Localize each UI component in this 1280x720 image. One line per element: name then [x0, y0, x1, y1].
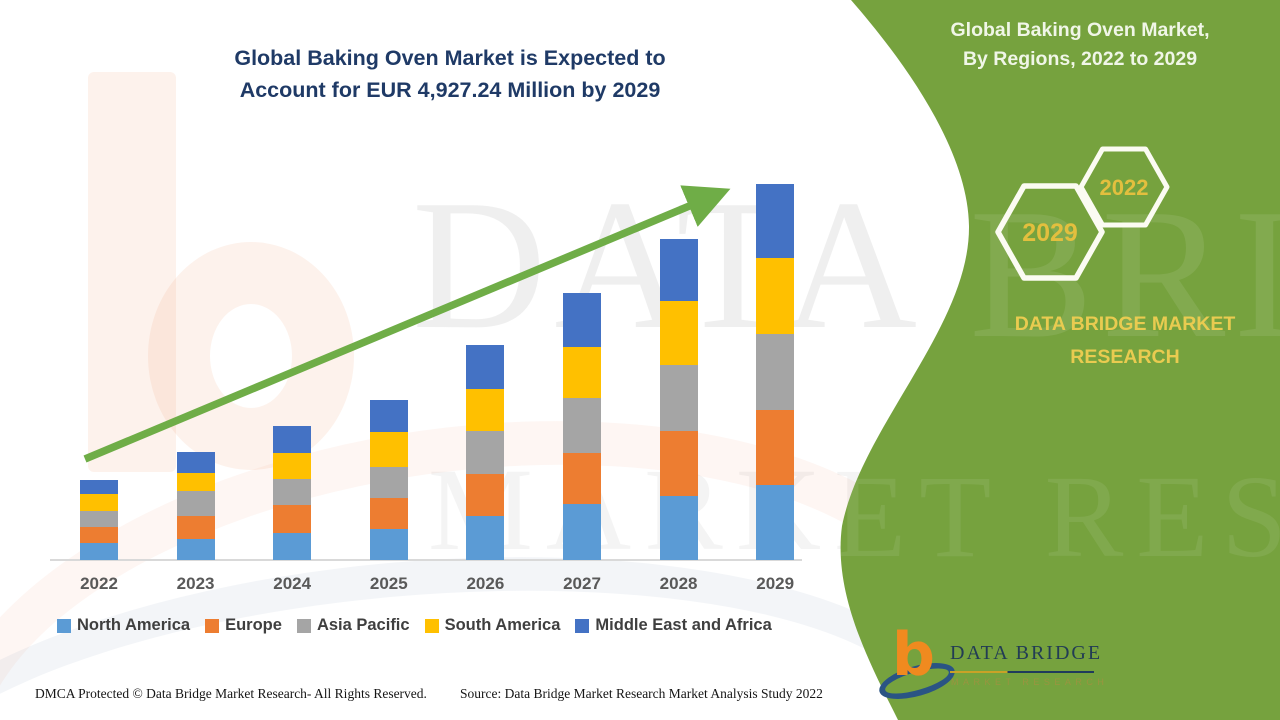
chart-title-line1: Global Baking Oven Market is Expected to: [234, 46, 666, 70]
bar-segment-2026: [466, 474, 505, 517]
bar-segment-2029: [756, 333, 795, 410]
bar-segment-2027: [563, 503, 601, 560]
bar-segment-2028: [659, 495, 698, 560]
hexagon-2022-label: 2022: [1100, 175, 1149, 200]
brand-text: DATA BRIDGE MARKET RESEARCH: [955, 308, 1280, 374]
bar-segment-2025: [369, 529, 408, 560]
x-axis-label-2026: 2026: [466, 574, 505, 593]
side-panel-title-line1: Global Baking Oven Market,: [950, 19, 1210, 41]
legend-swatch-icon: [424, 618, 439, 633]
logo-name: DATA BRIDGE: [950, 642, 1103, 664]
bar-segment-2025: [369, 497, 408, 530]
legend-item: Asia Pacific: [296, 616, 410, 635]
x-axis-label-2022: 2022: [80, 574, 118, 593]
hexagon-2029-label: 2029: [1022, 219, 1078, 247]
footer-source: Source: Data Bridge Market Research Mark…: [460, 686, 823, 701]
x-axis-label-2023: 2023: [176, 574, 215, 593]
bar-segment-2022: [80, 480, 118, 495]
side-panel-shape: [840, 0, 1280, 720]
hexagon-2022: [1078, 146, 1170, 228]
logo-b-icon: b: [892, 620, 935, 690]
bar-segment-2022: [80, 494, 118, 511]
legend-label: Europe: [225, 616, 282, 634]
logo-tagline: MARKET RESEARCH: [951, 677, 1109, 687]
chart-title-line2: Account for EUR 4,927.24 Million by 2029: [239, 78, 661, 103]
x-axis-line: [50, 559, 802, 561]
bar-segment-2024: [273, 479, 312, 505]
bar-segment-2024: [273, 533, 312, 560]
chart-legend: North America Europe Asia Pacific South Ame…: [57, 616, 772, 635]
logo-underline: [950, 671, 1094, 673]
legend-swatch-icon: [57, 618, 71, 633]
side-panel-title: Global Baking Oven Market, By Regions, 2…: [915, 16, 1245, 75]
legend-label: North America: [77, 616, 191, 634]
bar-segment-2029: [756, 484, 795, 560]
bar-segment-2022: [80, 526, 118, 544]
bar-segment-2023: [176, 515, 215, 539]
brand-text-line2: RESEARCH: [1070, 346, 1180, 369]
bar-segment-2023: [176, 538, 215, 560]
legend-item: South America: [424, 616, 561, 635]
legend-swatch-icon: [205, 618, 220, 633]
legend-swatch-icon: [296, 618, 311, 633]
x-axis-label-2029: 2029: [756, 574, 795, 593]
footer-dmca: DMCA Protected © Data Bridge Market Rese…: [35, 686, 427, 701]
legend-item: North America: [57, 616, 190, 635]
bar-segment-2025: [369, 466, 408, 498]
bar-segment-2029: [756, 184, 795, 259]
x-axis-label-2028: 2028: [659, 574, 698, 593]
bar-segment-2029: [756, 258, 795, 334]
x-axis-label-2024: 2024: [273, 574, 312, 593]
legend-label: Asia Pacific: [316, 616, 410, 634]
bar-segment-2026: [466, 516, 505, 560]
legend-swatch-icon: [575, 618, 590, 633]
x-axis-label-2025: 2025: [369, 574, 408, 593]
bar-segment-2029: [756, 409, 795, 485]
bar-segment-2024: [273, 505, 312, 533]
hexagon-2029: [995, 183, 1105, 281]
legend-item: Middle East and Africa: [575, 616, 772, 635]
bar-segment-2022: [80, 510, 118, 527]
bar-segment-2023: [176, 491, 215, 516]
bar-2022: [80, 480, 118, 560]
legend-item: Europe: [205, 616, 282, 635]
watermark-on-green-line2: MARKET RESEARCH: [428, 451, 1280, 582]
x-axis-label-2027: 2027: [563, 574, 601, 593]
bar-segment-2022: [80, 543, 118, 560]
bar-segment-2023: [176, 472, 215, 492]
side-panel-title-line2: By Regions, 2022 to 2029: [962, 48, 1198, 71]
legend-label: South America: [444, 616, 561, 634]
chart-title: Global Baking Oven Market is Expected to…: [165, 42, 735, 107]
bar-2029: [756, 184, 795, 560]
brand-text-line1: DATA BRIDGE MARKET: [1014, 313, 1236, 335]
legend-label: Middle East and Africa: [595, 616, 772, 634]
company-logo: b DATA BRIDGE MARKET RESEARCH: [875, 620, 1126, 708]
